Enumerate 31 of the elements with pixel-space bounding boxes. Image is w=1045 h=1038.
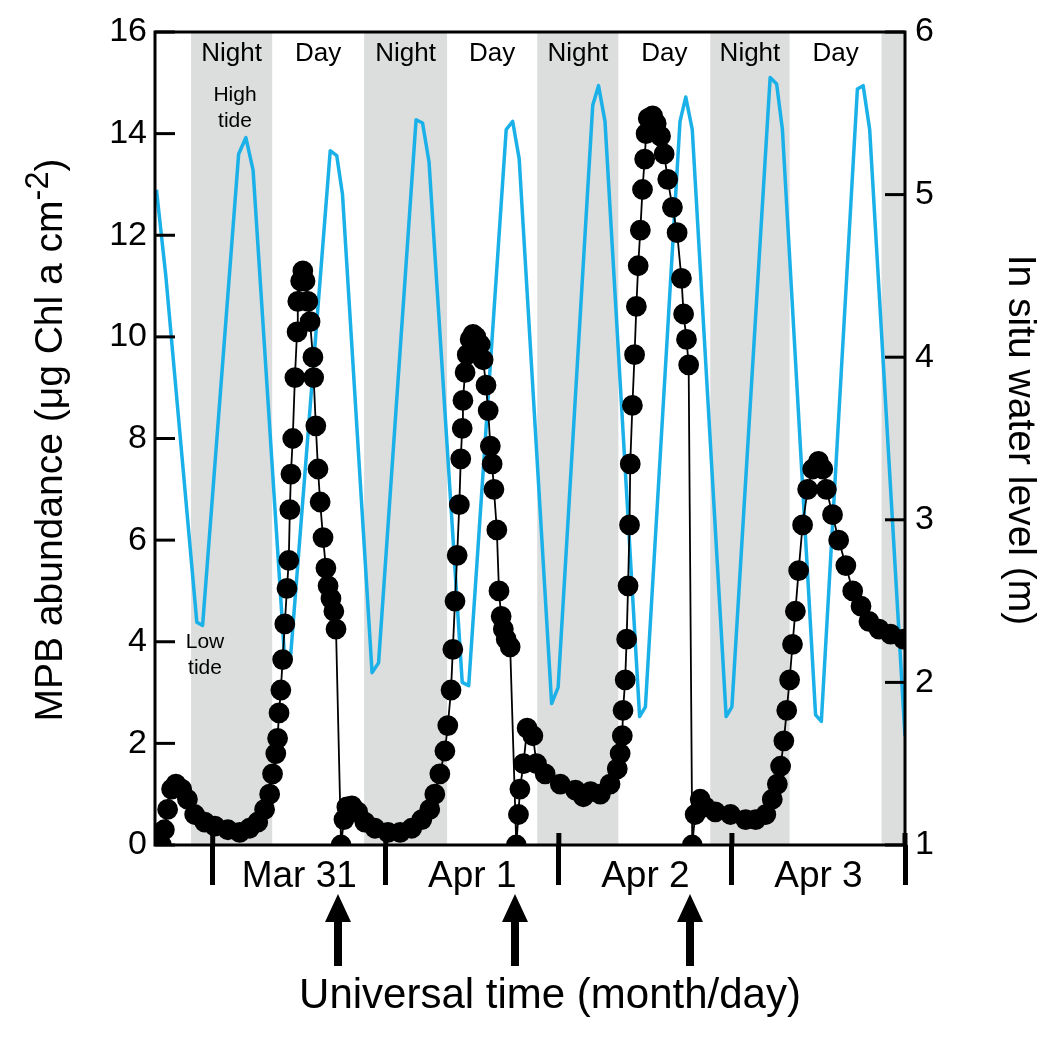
x-tick-label: Apr 1 [428,854,517,896]
x-tick-label: Mar 31 [241,854,357,896]
x-tick-label: Apr 3 [774,854,863,896]
y-tick-label: 4 [128,620,147,659]
x-tick-label: Apr 2 [601,854,690,896]
annotation: Day [469,37,516,68]
band-label: Night [201,37,263,68]
annotation: Day [812,37,859,68]
y-tick-label: 16 [109,10,147,49]
y-tick-label: 6 [128,518,147,557]
band-label: Night [719,37,782,68]
band-label: Night [375,37,437,68]
y2-axis-title: In situ water level (m) [1000,254,1044,626]
y2-tick-label: 1 [915,823,934,862]
y-tick-label: 10 [109,315,147,354]
y-tick-label: 0 [128,823,147,862]
y2-tick-label: 2 [915,660,934,699]
y-tick-label: 8 [128,416,147,455]
y-tick-label: 2 [128,721,147,760]
annotation: Day [641,37,688,68]
x-axis-title: Universal time (month/day) [299,970,801,1018]
annotation: High tide [213,81,257,131]
y-tick-label: 14 [109,112,147,150]
y2-tick-label: 4 [915,335,934,374]
y2-tick-label: 5 [915,172,934,211]
y2-tick-label: 6 [915,10,934,49]
annotation: Day [295,37,342,68]
band-label: Night [547,37,609,68]
annotation: Low tide [185,628,226,678]
y-tick-label: 12 [109,213,147,252]
y2-tick-label: 3 [915,498,934,537]
